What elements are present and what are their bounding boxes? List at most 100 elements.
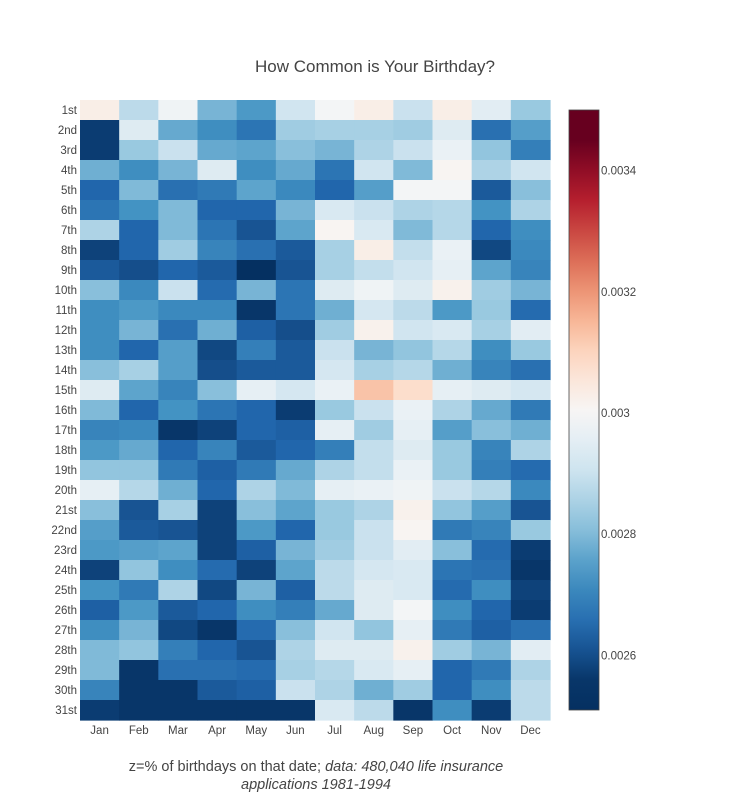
heatmap-cell (510, 480, 551, 501)
heatmap-cell (119, 420, 159, 441)
heatmap-cell (197, 280, 238, 301)
heatmap-cell (197, 300, 238, 321)
heatmap-cell (158, 120, 199, 141)
heatmap-cell (236, 480, 277, 501)
y-tick-label: 3rd (60, 145, 77, 157)
heatmap-cell (393, 100, 434, 121)
heatmap-cell (236, 440, 277, 461)
heatmap-cell (315, 560, 355, 581)
heatmap-cell (275, 340, 316, 361)
heatmap-cell (471, 320, 512, 341)
heatmap-cell (471, 540, 512, 561)
heatmap-cell (119, 300, 159, 321)
caption-text: z=% of birthdays on that date; (128, 759, 326, 775)
heatmap-cell (393, 240, 434, 261)
heatmap-cell (197, 600, 238, 621)
heatmap-cell (510, 700, 551, 721)
colorbar-gradient (568, 109, 600, 711)
heatmap-cell (315, 480, 355, 501)
x-tick-label: Mar (168, 725, 188, 737)
heatmap-cell (275, 100, 316, 121)
heatmap-cell (510, 620, 551, 641)
heatmap-cell (393, 200, 434, 221)
heatmap-cell (432, 500, 473, 521)
heatmap-cell (471, 500, 512, 521)
heatmap-cell (315, 160, 355, 181)
heatmap-cell (354, 700, 394, 721)
heatmap-cell (510, 600, 551, 621)
heatmap-cell (275, 600, 316, 621)
heatmap-cell (393, 420, 434, 441)
heatmap-cell (236, 200, 277, 221)
heatmap-cell (315, 180, 355, 201)
heatmap-cell (119, 620, 159, 641)
y-tick-label: 7th (61, 225, 77, 237)
heatmap-cell (275, 640, 316, 661)
heatmap-cell (471, 380, 512, 401)
heatmap-cell (471, 600, 512, 621)
heatmap-cell (119, 640, 159, 661)
heatmap-cell (510, 400, 551, 421)
heatmap-cell (315, 440, 355, 461)
heatmap-cell (275, 200, 316, 221)
heatmap-cell (393, 680, 434, 701)
heatmap-cell (275, 160, 316, 181)
heatmap-cell (275, 460, 316, 481)
caption-source-continued: applications 1981-1994 (241, 777, 391, 793)
heatmap-cell (158, 700, 199, 721)
x-tick-label: Sep (403, 725, 423, 737)
heatmap-cell (236, 660, 277, 681)
heatmap-cell (80, 160, 120, 181)
y-tick-label: 27th (55, 625, 77, 637)
y-tick-label: 4th (61, 165, 77, 177)
heatmap-cell (510, 640, 551, 661)
heatmap-cell (197, 480, 238, 501)
heatmap-cell (510, 220, 551, 241)
heatmap-cell (393, 580, 434, 601)
heatmap-cell (119, 600, 159, 621)
heatmap-cell (354, 140, 394, 161)
chart-title: How Common is Your Birthday? (255, 57, 495, 76)
heatmap-cell (471, 680, 512, 701)
heatmap-cell (432, 600, 473, 621)
heatmap-cell (275, 680, 316, 701)
heatmap-cell (393, 160, 434, 181)
heatmap-cell (158, 320, 199, 341)
heatmap-cell (119, 660, 159, 681)
heatmap-cell (354, 200, 394, 221)
heatmap-cell (275, 440, 316, 461)
heatmap-cell (432, 360, 473, 381)
heatmap-cell (510, 120, 551, 141)
heatmap-cell (236, 400, 277, 421)
heatmap-cell (158, 500, 199, 521)
heatmap-cell (471, 620, 512, 641)
heatmap-cell (510, 680, 551, 701)
heatmap-cell (236, 340, 277, 361)
heatmap-cell (354, 280, 394, 301)
heatmap-cell (393, 220, 434, 241)
y-tick-label: 20th (55, 485, 77, 497)
y-tick-label: 8th (61, 245, 77, 257)
heatmap-cell (471, 640, 512, 661)
heatmap-cell (275, 400, 316, 421)
heatmap-cell (432, 280, 473, 301)
heatmap-cell (315, 380, 355, 401)
heatmap-cell (236, 640, 277, 661)
heatmap-cell (393, 560, 434, 581)
heatmap-cell (315, 240, 355, 261)
heatmap-cell (393, 340, 434, 361)
heatmap-cell (432, 680, 473, 701)
heatmap-cell (432, 260, 473, 281)
heatmap-cell (197, 320, 238, 341)
heatmap-cell (315, 680, 355, 701)
heatmap-cell (354, 520, 394, 541)
heatmap-cell (197, 140, 238, 161)
heatmap-cell (158, 220, 199, 241)
heatmap-cell (315, 260, 355, 281)
x-tick-label: Jun (286, 725, 305, 737)
heatmap-cell (354, 640, 394, 661)
heatmap-cell (471, 520, 512, 541)
heatmap-cell (393, 360, 434, 381)
heatmap-cell (236, 460, 277, 481)
